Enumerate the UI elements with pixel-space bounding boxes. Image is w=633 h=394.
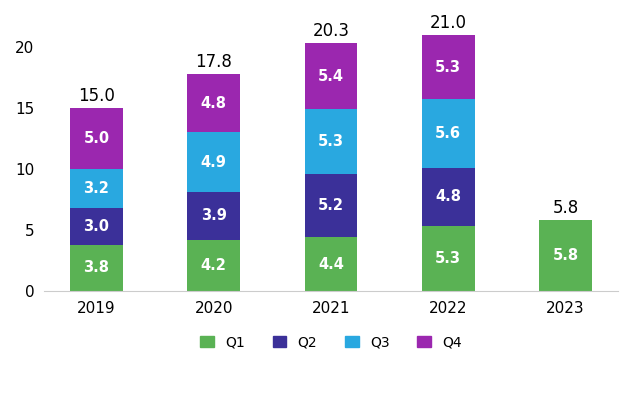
Text: 21.0: 21.0 [430,14,467,32]
Bar [70,169,123,208]
Bar [70,208,123,245]
Text: 5.4: 5.4 [318,69,344,84]
Text: 5.3: 5.3 [318,134,344,149]
Text: 3.9: 3.9 [201,208,227,223]
Text: 5.3: 5.3 [436,59,461,74]
Bar [304,174,358,237]
Text: 5.2: 5.2 [318,198,344,213]
Text: 4.8: 4.8 [201,96,227,111]
Bar [304,237,358,291]
Bar [187,192,240,240]
Text: 4.2: 4.2 [201,258,227,273]
Bar [304,109,358,174]
Text: 3.2: 3.2 [84,181,110,196]
Text: 4.4: 4.4 [318,256,344,271]
Bar [422,168,475,226]
Text: 3.0: 3.0 [84,219,110,234]
Bar [304,43,358,109]
Text: 4.8: 4.8 [436,190,461,204]
Text: 5.8: 5.8 [553,248,579,263]
Bar [187,132,240,192]
Text: 5.0: 5.0 [84,131,110,146]
Legend: Q1, Q2, Q3, Q4: Q1, Q2, Q3, Q4 [194,330,468,355]
Bar [539,220,592,291]
Bar [422,226,475,291]
Bar [422,35,475,99]
Text: 5.8: 5.8 [553,199,579,217]
Bar [187,240,240,291]
Text: 5.3: 5.3 [436,251,461,266]
Text: 4.9: 4.9 [201,155,227,170]
Bar [70,245,123,291]
Text: 17.8: 17.8 [195,53,232,71]
Bar [422,99,475,168]
Text: 20.3: 20.3 [313,22,349,40]
Bar [187,74,240,132]
Text: 5.6: 5.6 [436,126,461,141]
Text: 15.0: 15.0 [78,87,115,105]
Bar [70,108,123,169]
Text: 3.8: 3.8 [84,260,110,275]
